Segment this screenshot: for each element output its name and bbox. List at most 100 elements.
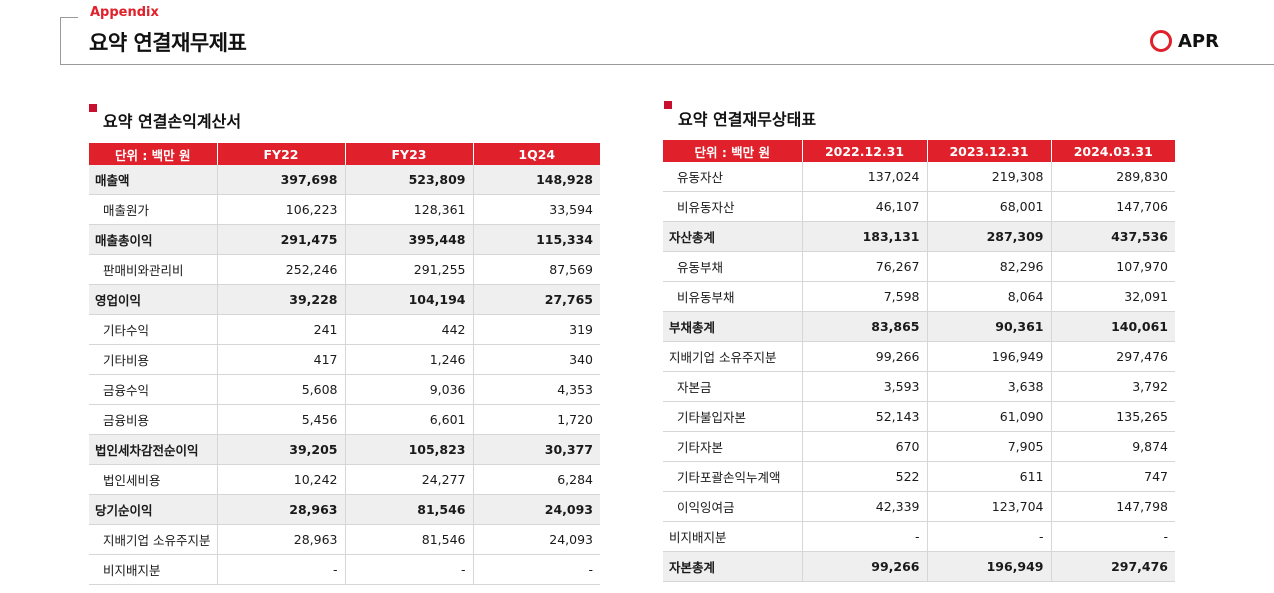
value-cell: 6,284 (473, 464, 600, 495)
row-label: 당기순이익 (89, 494, 218, 525)
section-label: Appendix (90, 5, 159, 20)
value-cell: 395,448 (345, 224, 474, 255)
value-cell: 81,546 (345, 524, 474, 555)
row-label: 유동부채 (663, 251, 803, 282)
balance-table-header-row: 단위 : 백만 원 2022.12.31 2023.12.31 2024.03.31 (663, 140, 1175, 162)
value-cell: - (217, 554, 346, 585)
value-cell: 241 (217, 314, 346, 345)
row-label: 비지배지분 (663, 521, 803, 552)
value-cell: 442 (345, 314, 474, 345)
row-label: 금융수익 (89, 374, 218, 405)
value-cell: 291,255 (345, 254, 474, 285)
value-cell: 83,865 (802, 311, 928, 342)
header-rule-top (60, 17, 78, 18)
value-cell: 46,107 (802, 191, 928, 222)
value-cell: 24,093 (473, 524, 600, 555)
value-cell: 287,309 (927, 221, 1052, 252)
value-cell: 106,223 (217, 194, 346, 225)
row-label: 판매비와관리비 (89, 254, 218, 285)
row-label: 금융비용 (89, 404, 218, 435)
value-cell: 3,638 (927, 371, 1052, 402)
value-cell: 107,970 (1051, 251, 1175, 282)
value-cell: 90,361 (927, 311, 1052, 342)
column-header: 2022.12.31 (802, 140, 928, 162)
company-logo: APR (1150, 30, 1219, 52)
page-title: 요약 연결재무제표 (89, 31, 247, 55)
value-cell: 123,704 (927, 491, 1052, 522)
table-row: 매출액 397,698 523,809 148,928 (89, 165, 600, 195)
value-cell: 297,476 (1051, 341, 1175, 372)
balance-sheet-table: 단위 : 백만 원 2022.12.31 2023.12.31 2024.03.31 … (663, 140, 1175, 582)
table-row: 유동자산 137,024 219,308 289,830 (663, 162, 1175, 192)
income-statement-table: 단위 : 백만 원 FY22 FY23 1Q24 매출액 397,698 523,809 1… (89, 143, 600, 585)
table-row: 유동부채 76,267 82,296 107,970 (663, 251, 1175, 282)
row-label: 부채총계 (663, 311, 803, 342)
value-cell: 76,267 (802, 251, 928, 282)
row-label: 자산총계 (663, 221, 803, 252)
column-header: 2023.12.31 (927, 140, 1052, 162)
income-section-marker-icon (89, 104, 97, 112)
value-cell: 115,334 (473, 224, 600, 255)
column-header: 2024.03.31 (1051, 140, 1175, 162)
value-cell: 147,798 (1051, 491, 1175, 522)
value-cell: 219,308 (927, 162, 1052, 192)
value-cell: 148,928 (473, 165, 600, 195)
value-cell: 291,475 (217, 224, 346, 255)
table-row: 지배기업 소유주지분 99,266 196,949 297,476 (663, 341, 1175, 372)
row-label: 비유동부채 (663, 281, 803, 312)
unit-header-cell: 단위 : 백만 원 (663, 140, 803, 162)
table-row: 부채총계 83,865 90,361 140,061 (663, 311, 1175, 342)
value-cell: 24,093 (473, 494, 600, 525)
value-cell: 4,353 (473, 374, 600, 405)
table-row: 당기순이익 28,963 81,546 24,093 (89, 494, 600, 525)
value-cell: 30,377 (473, 434, 600, 465)
value-cell: 52,143 (802, 401, 928, 432)
value-cell: 9,874 (1051, 431, 1175, 462)
value-cell: 611 (927, 461, 1052, 492)
value-cell: 128,361 (345, 194, 474, 225)
value-cell: 42,339 (802, 491, 928, 522)
value-cell: 196,949 (927, 341, 1052, 372)
table-row: 비지배지분 - - - (663, 521, 1175, 552)
value-cell: - (927, 521, 1052, 552)
value-cell: 137,024 (802, 162, 928, 192)
row-label: 지배기업 소유주지분 (89, 524, 218, 555)
value-cell: 5,456 (217, 404, 346, 435)
row-label: 비유동자산 (663, 191, 803, 222)
logo-ring-icon (1150, 30, 1172, 52)
table-row: 기타포괄손익누계액 522 611 747 (663, 461, 1175, 492)
balance-section-title: 요약 연결재무상태표 (678, 110, 817, 129)
row-label: 매출액 (89, 165, 218, 195)
row-label: 법인세비용 (89, 464, 218, 495)
value-cell: - (345, 554, 474, 585)
header-rule-left (60, 17, 61, 65)
value-cell: 33,594 (473, 194, 600, 225)
row-label: 이익잉여금 (663, 491, 803, 522)
value-cell: 523,809 (345, 165, 474, 195)
row-label: 자본총계 (663, 551, 803, 582)
value-cell: 81,546 (345, 494, 474, 525)
value-cell: 8,064 (927, 281, 1052, 312)
value-cell: 140,061 (1051, 311, 1175, 342)
value-cell: 99,266 (802, 551, 928, 582)
value-cell: 87,569 (473, 254, 600, 285)
value-cell: 7,905 (927, 431, 1052, 462)
value-cell: 32,091 (1051, 281, 1175, 312)
row-label: 매출원가 (89, 194, 218, 225)
value-cell: 68,001 (927, 191, 1052, 222)
income-table-body: 매출액 397,698 523,809 148,928 매출원가 106,223 128,3… (89, 165, 600, 585)
row-label: 유동자산 (663, 162, 803, 192)
table-row: 비유동자산 46,107 68,001 147,706 (663, 191, 1175, 222)
value-cell: 7,598 (802, 281, 928, 312)
value-cell: 10,242 (217, 464, 346, 495)
value-cell: 289,830 (1051, 162, 1175, 192)
value-cell: 3,593 (802, 371, 928, 402)
value-cell: 1,246 (345, 344, 474, 375)
value-cell: 135,265 (1051, 401, 1175, 432)
value-cell: 6,601 (345, 404, 474, 435)
column-header: 1Q24 (473, 143, 600, 165)
table-row: 자본총계 99,266 196,949 297,476 (663, 551, 1175, 582)
value-cell: 196,949 (927, 551, 1052, 582)
header-rule-bottom (60, 64, 1274, 65)
value-cell: - (473, 554, 600, 585)
